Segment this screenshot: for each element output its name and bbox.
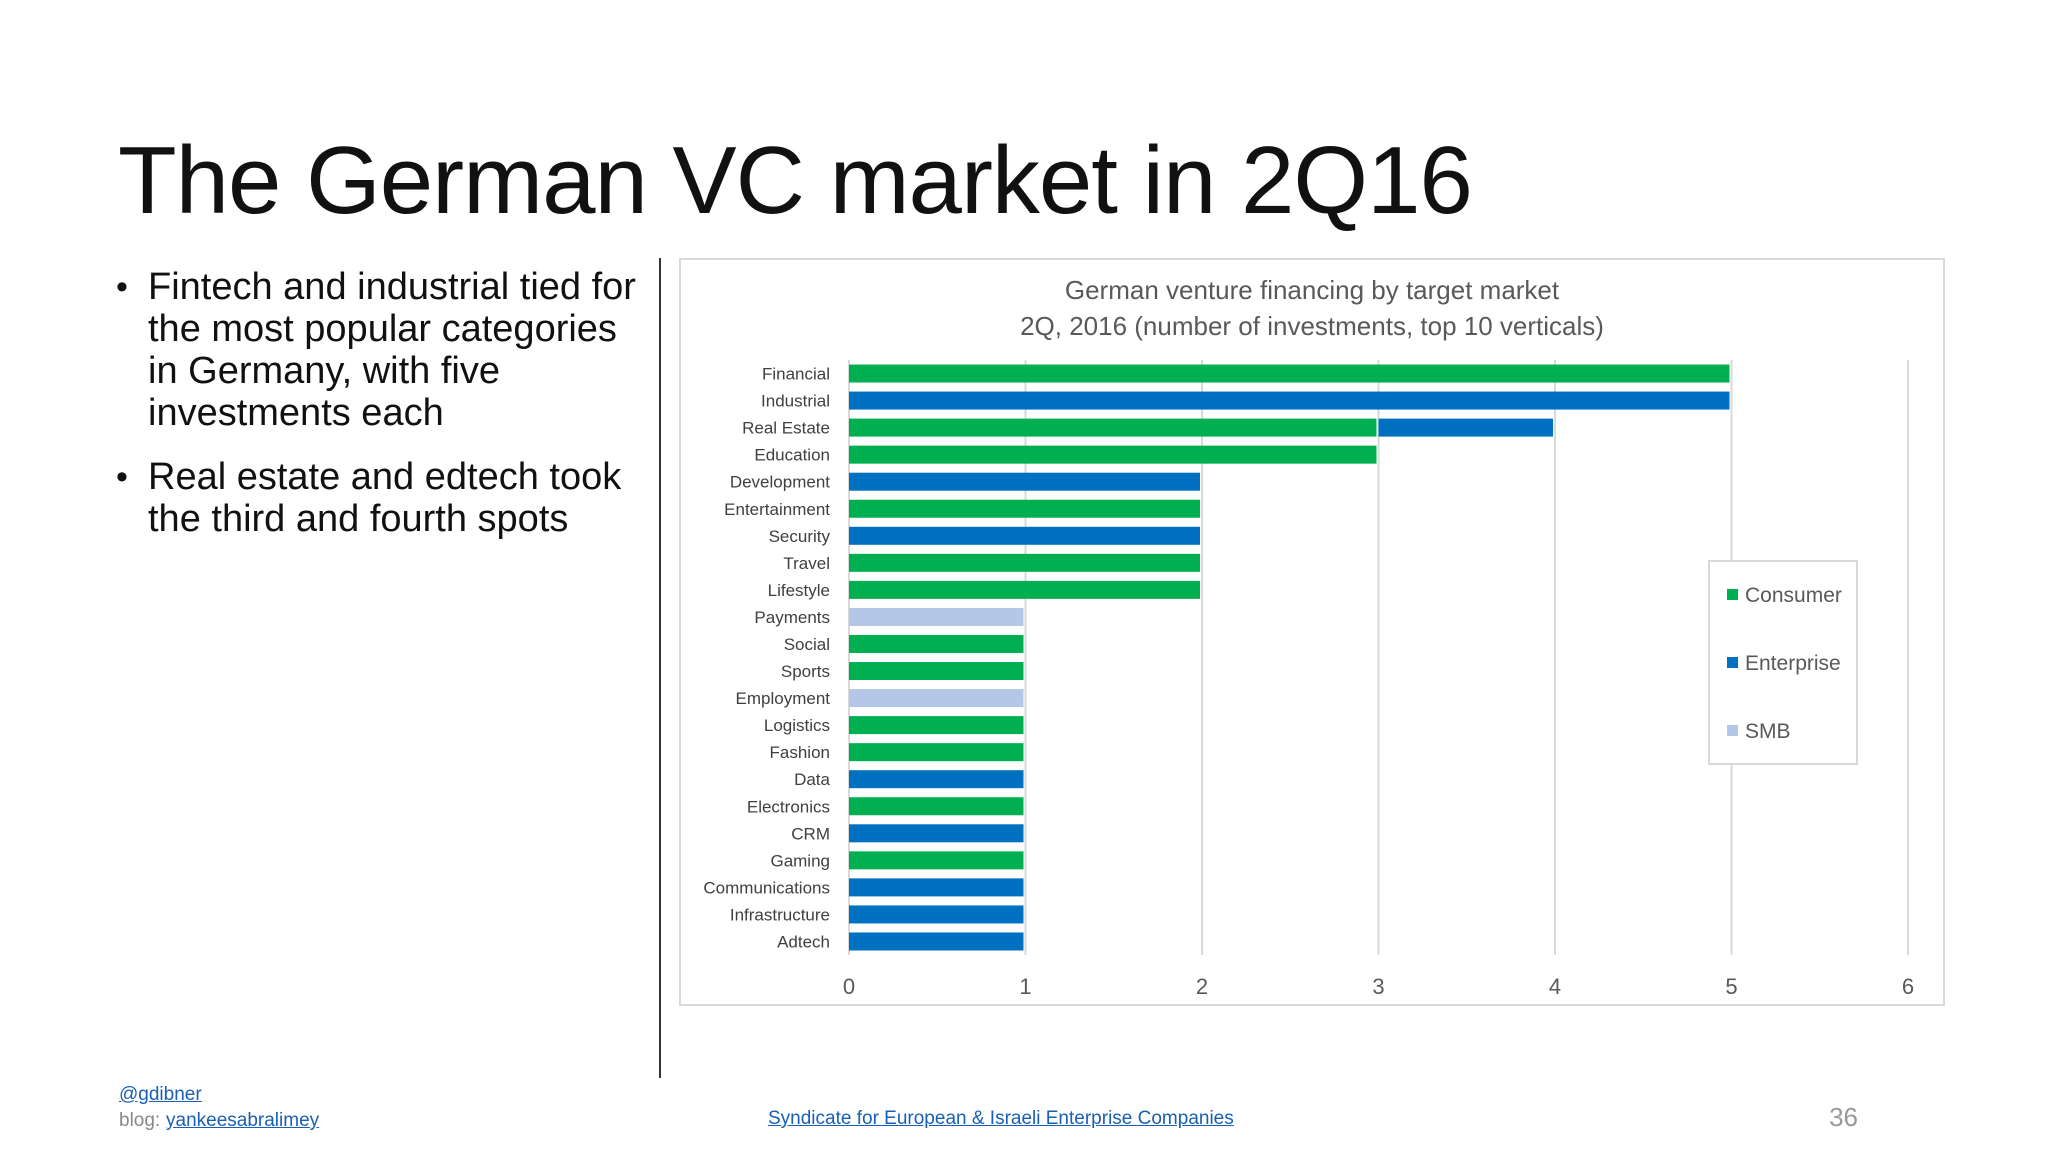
category-label: Travel <box>783 554 830 573</box>
x-tick-label: 6 <box>1902 974 1914 999</box>
category-label: Gaming <box>770 851 830 870</box>
bullet-list: • Fintech and industrial tied for the mos… <box>116 266 636 562</box>
slide-title: The German VC market in 2Q16 <box>118 127 1473 234</box>
category-label: Adtech <box>777 932 830 951</box>
bar-smb <box>849 607 1024 626</box>
bar-enterprise <box>849 472 1200 491</box>
legend-swatch <box>1727 725 1738 736</box>
blog-link[interactable]: yankeesabralimey <box>166 1110 320 1131</box>
category-label: Social <box>784 635 830 654</box>
category-label: Education <box>754 446 830 465</box>
x-tick-label: 3 <box>1372 974 1384 999</box>
x-tick-label: 5 <box>1725 974 1737 999</box>
category-label: Employment <box>736 689 831 708</box>
bar-enterprise <box>849 878 1024 897</box>
legend-label: Enterprise <box>1745 652 1841 675</box>
legend-label: Consumer <box>1745 584 1842 607</box>
bar-consumer <box>849 499 1200 518</box>
legend-swatch <box>1727 589 1738 600</box>
vertical-divider <box>659 258 661 1078</box>
category-label: Logistics <box>764 716 830 735</box>
page-number: 36 <box>1829 1102 1858 1132</box>
category-label: Lifestyle <box>768 581 830 600</box>
category-label: Development <box>730 473 830 492</box>
chart-subtitle: 2Q, 2016 (number of investments, top 10 … <box>1020 311 1604 341</box>
blog-label: blog: <box>119 1110 161 1131</box>
bar-consumer <box>849 797 1024 816</box>
bar-enterprise <box>1378 418 1553 437</box>
bar-consumer <box>849 716 1024 735</box>
category-label: Financial <box>762 365 830 384</box>
category-label: Payments <box>754 608 830 627</box>
bar-consumer <box>849 418 1377 437</box>
bar-consumer <box>849 364 1730 383</box>
category-label: Security <box>769 527 831 546</box>
x-tick-label: 0 <box>843 974 855 999</box>
bar-consumer <box>849 445 1377 464</box>
bar-consumer <box>849 662 1024 681</box>
bullet-text: Fintech and industrial tied for the most… <box>148 266 636 434</box>
bar-smb <box>849 689 1024 708</box>
category-label: Real Estate <box>742 419 830 438</box>
bullet-item: • Real estate and edtech took the third a… <box>116 456 636 540</box>
legend-swatch <box>1727 657 1738 668</box>
category-label: CRM <box>791 824 830 843</box>
x-tick-label: 2 <box>1196 974 1208 999</box>
category-label: Entertainment <box>724 500 830 519</box>
category-label: Fashion <box>770 743 830 762</box>
bar-consumer <box>849 851 1024 870</box>
category-label: Infrastructure <box>730 905 830 924</box>
bar-enterprise <box>849 770 1024 789</box>
bar-enterprise <box>849 824 1024 843</box>
bar-consumer <box>849 634 1024 653</box>
syndicate-link[interactable]: Syndicate for European & Israeli Enterpr… <box>768 1108 1234 1129</box>
category-label: Electronics <box>747 797 830 816</box>
bar-enterprise <box>849 391 1730 410</box>
category-label: Communications <box>703 878 830 897</box>
x-tick-label: 1 <box>1019 974 1031 999</box>
bullet-item: • Fintech and industrial tied for the mos… <box>116 266 636 434</box>
bar-consumer <box>849 743 1024 762</box>
bullet-dot: • <box>116 458 128 496</box>
bullet-dot: • <box>116 268 128 306</box>
bar-consumer <box>849 580 1200 599</box>
category-label: Industrial <box>761 392 830 411</box>
chart-title: German venture financing by target marke… <box>1064 275 1560 305</box>
category-label: Data <box>794 770 830 789</box>
bar-consumer <box>849 553 1200 572</box>
twitter-handle-link[interactable]: @gdibner <box>119 1084 202 1105</box>
bar-enterprise <box>849 526 1200 545</box>
bullet-text: Real estate and edtech took the third an… <box>148 456 622 540</box>
legend-label: SMB <box>1745 720 1791 743</box>
chart-title-block: German venture financing by target marke… <box>679 272 1945 344</box>
bar-enterprise <box>849 932 1024 951</box>
category-label: Sports <box>781 662 830 681</box>
x-tick-label: 4 <box>1549 974 1561 999</box>
bar-enterprise <box>849 905 1024 924</box>
